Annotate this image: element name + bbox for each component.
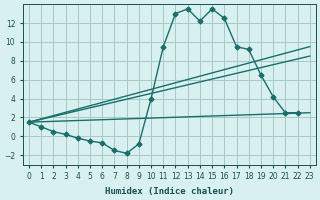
X-axis label: Humidex (Indice chaleur): Humidex (Indice chaleur)	[105, 187, 234, 196]
